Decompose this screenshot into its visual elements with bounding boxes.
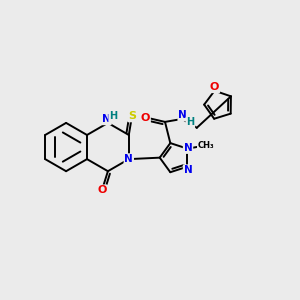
Text: N: N [178,110,187,120]
Text: N: N [184,165,192,175]
Text: O: O [97,185,107,195]
Text: O: O [141,113,150,123]
Text: N: N [124,154,133,164]
Text: H: H [109,111,117,122]
Text: CH₃: CH₃ [198,141,214,150]
Text: S: S [128,111,136,122]
Text: O: O [210,82,219,92]
Text: N: N [102,114,111,124]
Text: H: H [186,118,194,128]
Text: N: N [184,143,192,153]
